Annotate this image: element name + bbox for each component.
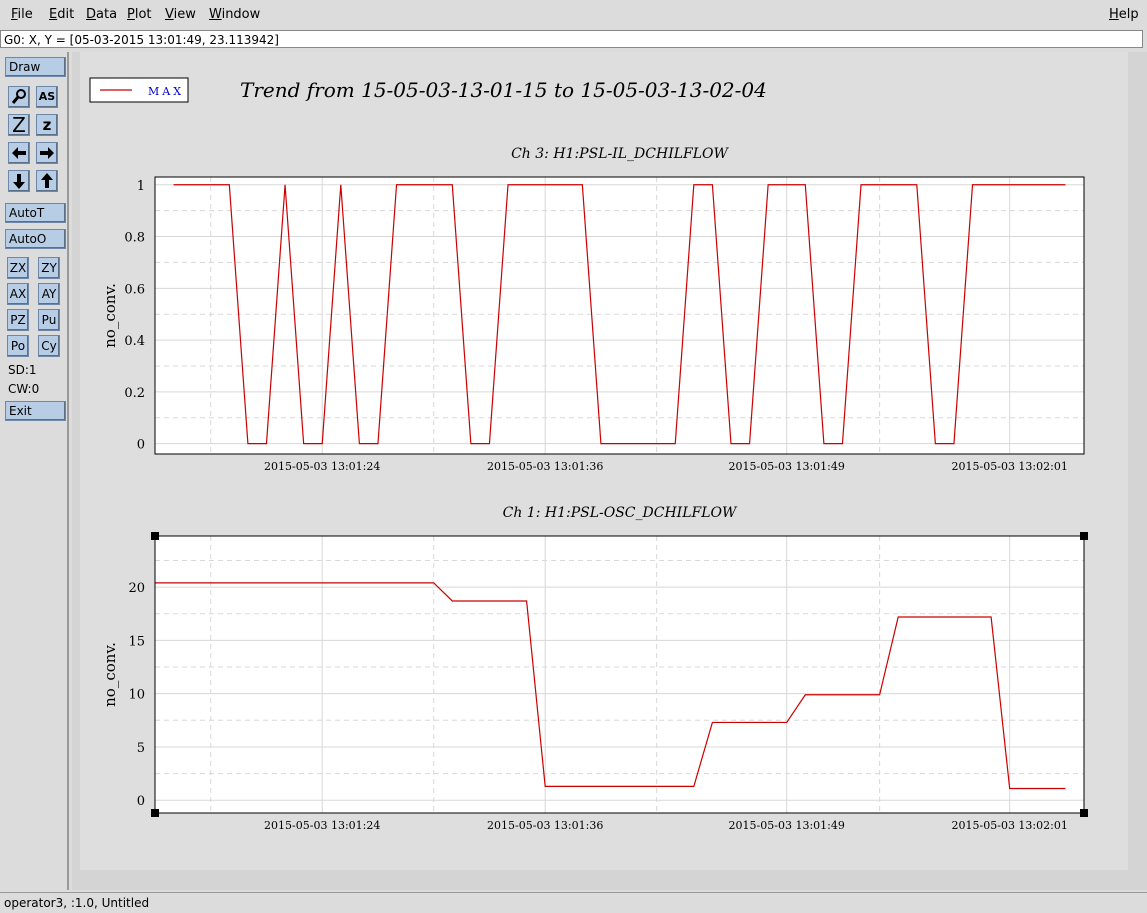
auto-t-button[interactable]: AutoT (5, 203, 66, 223)
arrow-icon (12, 147, 26, 159)
y-axis-label: no_conv. (101, 283, 119, 348)
up-button[interactable] (36, 170, 58, 192)
x-tick-label: 2015-05-03 13:01:24 (264, 819, 380, 832)
y-axis-label: no_conv. (101, 642, 119, 707)
x-tick-label: 2015-05-03 13:01:49 (729, 819, 845, 832)
y-tick-label: 5 (137, 741, 145, 756)
magnifier-icon (11, 89, 26, 104)
y-tick-label: 0.4 (124, 334, 145, 349)
plot-frame (154, 535, 1085, 814)
y-tick-label: 10 (128, 688, 145, 703)
down-button[interactable] (8, 170, 30, 192)
zoom-out-button[interactable]: z (36, 114, 58, 136)
tool-button[interactable]: AX (7, 283, 29, 305)
zoom-in-button[interactable]: Z (8, 114, 30, 136)
label-tool-button[interactable]: AS (36, 86, 58, 108)
chart-title: Ch 3: H1:PSL-IL_DCHILFLOW (511, 146, 729, 162)
cw-label: CW:0 (8, 382, 40, 396)
plot-canvas: Trend from 15-05-03-13-01-15 to 15-05-03… (89, 77, 1088, 832)
menu-item[interactable]: File (11, 7, 33, 22)
x-tick-label: 2015-05-03 13:01:36 (487, 819, 603, 832)
sd-label: SD:1 (8, 363, 37, 377)
tool-button[interactable]: ZX (7, 257, 29, 279)
y-tick-label: 0.2 (124, 386, 145, 401)
tool-button[interactable]: Cy (38, 335, 60, 357)
x-tick-label: 2015-05-03 13:01:49 (729, 460, 845, 473)
footer-status: operator3, :1.0, Untitled (0, 892, 1147, 913)
auto-o-button[interactable]: AutoO (5, 229, 66, 249)
menu-item[interactable]: View (165, 7, 196, 22)
selection-handle (151, 809, 159, 817)
right-button[interactable] (36, 142, 58, 164)
selection-handle (1080, 809, 1088, 817)
menu-item[interactable]: Data (86, 7, 118, 22)
tool-button[interactable]: ZY (38, 257, 60, 279)
menu-bar: File Edit Data Plot View Window Help (0, 0, 1147, 29)
tool-button[interactable]: AY (38, 283, 60, 305)
status-line: G0: X, Y = [05-03-2015 13:01:49, 23.1139… (0, 30, 1143, 48)
tool-button[interactable]: Po (7, 335, 29, 357)
plot-frame (154, 176, 1085, 455)
menu-item[interactable]: Plot (127, 7, 152, 22)
x-tick-label: 2015-05-03 13:02:01 (952, 819, 1068, 832)
toolbar: Draw AS Z z AutoT AutoO ZX ZY AX AY PZ P… (0, 52, 69, 890)
arrow-icon (40, 147, 54, 159)
arrow-icon (41, 173, 53, 188)
x-tick-label: 2015-05-03 13:01:24 (264, 460, 380, 473)
chart-title: Ch 1: H1:PSL-OSC_DCHILFLOW (503, 505, 738, 521)
y-tick-label: 1 (137, 179, 145, 194)
y-tick-label: 0 (137, 794, 145, 809)
tool-button[interactable]: PZ (7, 309, 29, 331)
draw-button[interactable]: Draw (5, 57, 66, 77)
zoom-tool-button[interactable] (8, 86, 30, 108)
menu-item[interactable]: Help (1109, 7, 1139, 22)
data-line (173, 184, 1066, 445)
selection-handle (151, 532, 159, 540)
x-tick-label: 2015-05-03 13:02:01 (952, 460, 1068, 473)
y-tick-label: 0.8 (124, 231, 145, 246)
plot-background (155, 536, 1084, 813)
menu-item[interactable]: Window (209, 7, 261, 22)
left-button[interactable] (8, 142, 30, 164)
tool-button[interactable]: Pu (38, 309, 60, 331)
plot-background (155, 177, 1084, 454)
y-tick-label: 0 (137, 438, 145, 453)
y-tick-label: 0.6 (124, 282, 145, 297)
data-line (155, 582, 1066, 790)
menu-item[interactable]: Edit (49, 7, 75, 22)
trend-title: Trend from 15-05-03-13-01-15 to 15-05-03… (240, 78, 767, 102)
x-tick-label: 2015-05-03 13:01:36 (487, 460, 603, 473)
exit-button[interactable]: Exit (5, 401, 66, 421)
arrow-icon (13, 174, 25, 189)
y-tick-label: 15 (128, 634, 145, 649)
selection-handle (1080, 532, 1088, 540)
y-tick-label: 20 (128, 581, 145, 596)
legend-label: MAX (148, 85, 184, 98)
